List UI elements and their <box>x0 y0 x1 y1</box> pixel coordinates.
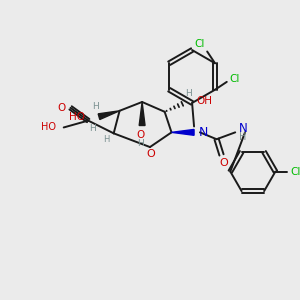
Text: H: H <box>89 124 95 133</box>
Text: HO: HO <box>41 122 56 133</box>
Text: H: H <box>92 102 98 111</box>
Text: N: N <box>239 122 248 135</box>
Text: O: O <box>136 130 144 140</box>
Text: OH: OH <box>196 96 212 106</box>
Polygon shape <box>172 129 194 135</box>
Polygon shape <box>139 102 145 125</box>
Polygon shape <box>98 111 120 119</box>
Text: N: N <box>199 126 208 139</box>
Text: H: H <box>185 89 191 98</box>
Text: O: O <box>219 158 228 168</box>
Text: O: O <box>147 149 155 159</box>
Text: Cl: Cl <box>230 74 240 84</box>
Text: Cl: Cl <box>291 167 300 177</box>
Text: O: O <box>57 103 66 113</box>
Text: H: H <box>239 132 247 142</box>
Text: HO: HO <box>69 112 85 122</box>
Text: H: H <box>137 139 143 148</box>
Text: H: H <box>103 135 109 144</box>
Text: Cl: Cl <box>194 39 205 49</box>
